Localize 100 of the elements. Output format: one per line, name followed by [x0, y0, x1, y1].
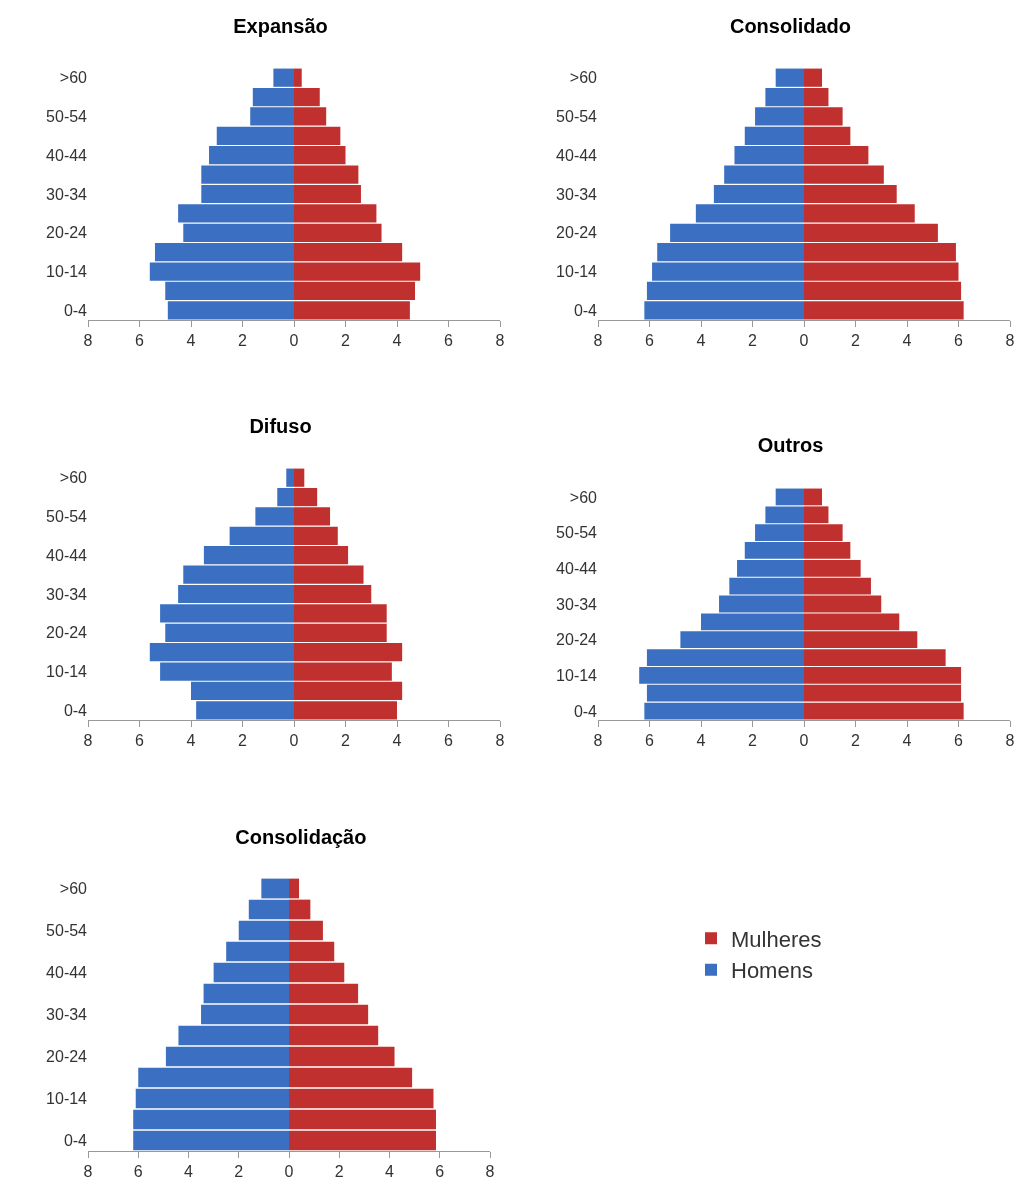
bar [203, 983, 289, 1004]
x-tick-label: 2 [341, 332, 351, 350]
bar [178, 1025, 289, 1046]
y-tick-label: 20-24 [556, 631, 598, 649]
bar [165, 1046, 289, 1067]
bar [289, 1025, 379, 1046]
chart-title: Expansão [233, 14, 328, 37]
x-tick-label: 2 [748, 732, 758, 750]
x-tick-label: 6 [135, 732, 145, 750]
y-tick-label: 0-4 [63, 301, 88, 319]
y-tick-label: 10-14 [556, 263, 598, 281]
chart-title: Difuso [249, 414, 312, 437]
y-tick-label: 30-34 [46, 585, 88, 603]
x-tick-label: 6 [133, 1163, 143, 1181]
x-tick-label: 2 [234, 1163, 244, 1181]
bar [201, 1004, 289, 1025]
x-tick-label: 2 [334, 1163, 344, 1181]
x-tick-label: 6 [954, 732, 964, 750]
y-tick-label: >60 [569, 488, 598, 506]
y-tick-label: 40-44 [556, 146, 598, 164]
legend-label: Mulheres [731, 926, 822, 952]
bar [289, 941, 335, 962]
y-tick-label: 10-14 [46, 1090, 88, 1108]
bar [289, 962, 345, 983]
bar [289, 1109, 436, 1130]
bar [133, 1109, 289, 1130]
x-tick-label: 4 [392, 332, 402, 350]
x-tick-label: 4 [696, 732, 706, 750]
x-tick-label: 8 [83, 732, 93, 750]
bar [289, 878, 300, 899]
y-tick-label: 10-14 [46, 263, 88, 281]
x-tick-label: 4 [186, 732, 196, 750]
legend-label: Homens [731, 958, 813, 984]
x-tick-label: 8 [83, 1163, 93, 1181]
x-tick-label: 4 [184, 1163, 194, 1181]
y-tick-label: >60 [569, 69, 598, 87]
bar [248, 899, 289, 920]
x-tick-label: 4 [186, 332, 196, 350]
x-tick-label: 2 [341, 732, 351, 750]
x-tick-label: 0 [284, 1163, 294, 1181]
y-tick-label: 20-24 [46, 1048, 88, 1066]
bar [135, 1088, 289, 1109]
x-tick-label: 8 [83, 332, 93, 350]
x-tick-label: 8 [593, 732, 603, 750]
bar [213, 962, 289, 983]
y-tick-label: 0-4 [573, 702, 598, 720]
y-tick-label: 40-44 [46, 546, 88, 564]
y-tick-label: 20-24 [46, 224, 88, 242]
bar [133, 1130, 289, 1151]
bar [289, 1130, 436, 1151]
y-tick-label: 10-14 [46, 663, 88, 681]
x-tick-label: 6 [954, 332, 964, 350]
y-tick-label: >60 [59, 880, 88, 898]
y-tick-label: 50-54 [46, 922, 88, 940]
bar [238, 920, 289, 941]
x-tick-label: 0 [289, 732, 299, 750]
x-tick-label: 4 [392, 732, 402, 750]
x-tick-label: 2 [851, 332, 861, 350]
bar [289, 983, 359, 1004]
x-tick-label: 4 [902, 732, 912, 750]
x-tick-label: 0 [799, 732, 809, 750]
x-tick-label: 8 [495, 332, 505, 350]
x-tick-label: 6 [435, 1163, 445, 1181]
y-tick-label: 50-54 [556, 524, 598, 542]
bar [226, 941, 289, 962]
bar [289, 1046, 395, 1067]
x-tick-label: 8 [495, 732, 505, 750]
x-tick-label: 6 [444, 332, 454, 350]
bar [289, 1004, 369, 1025]
bar [289, 1067, 413, 1088]
y-tick-label: 10-14 [556, 666, 598, 684]
x-tick-label: 6 [645, 732, 655, 750]
y-tick-label: 0-4 [63, 1132, 88, 1150]
x-tick-label: 8 [1005, 332, 1015, 350]
chart-title: Consolidação [235, 825, 367, 848]
x-tick-label: 6 [444, 732, 454, 750]
bar [289, 899, 311, 920]
x-tick-label: 8 [1005, 732, 1015, 750]
y-tick-label: 20-24 [46, 624, 88, 642]
y-tick-label: >60 [59, 69, 88, 87]
y-tick-label: 30-34 [556, 185, 598, 203]
bar [289, 920, 323, 941]
y-tick-label: 0-4 [63, 701, 88, 719]
y-tick-label: 50-54 [46, 508, 88, 526]
x-tick-label: 0 [799, 332, 809, 350]
y-tick-label: >60 [59, 469, 88, 487]
x-tick-label: 4 [385, 1163, 395, 1181]
y-tick-label: 30-34 [46, 1006, 88, 1024]
bar [261, 878, 289, 899]
y-tick-label: 40-44 [46, 964, 88, 982]
y-tick-label: 40-44 [46, 146, 88, 164]
y-tick-label: 30-34 [46, 185, 88, 203]
chart-title: Consolidado [729, 14, 852, 37]
y-tick-label: 40-44 [556, 559, 598, 577]
x-tick-label: 2 [238, 332, 248, 350]
y-tick-label: 50-54 [556, 108, 598, 126]
y-tick-label: 50-54 [46, 108, 88, 126]
chart-title: Outros [757, 433, 824, 456]
x-tick-label: 0 [289, 332, 299, 350]
x-tick-label: 2 [851, 732, 861, 750]
